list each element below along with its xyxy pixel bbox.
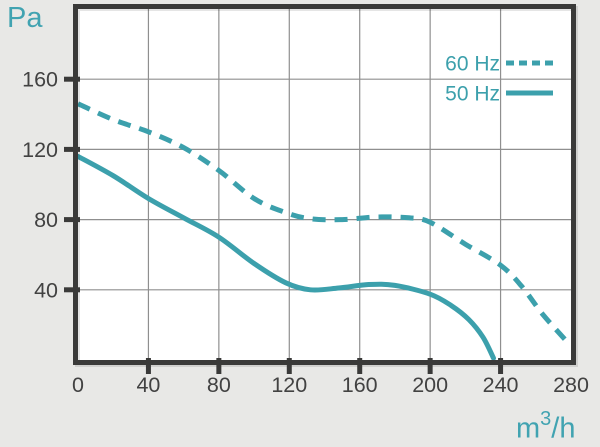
x-unit-superscript: 3 xyxy=(540,408,552,430)
x-tick-label-160: 160 xyxy=(342,373,378,397)
y-tick-label-120: 120 xyxy=(22,138,58,162)
legend-label-50-hz: 50 Hz xyxy=(445,83,500,106)
y-axis-unit-label: Pa xyxy=(7,2,43,34)
x-tick-label-80: 80 xyxy=(207,373,231,397)
y-tick-label-40: 40 xyxy=(34,278,58,302)
legend-label-60-hz: 60 Hz xyxy=(445,53,500,76)
x-unit-rest: /h xyxy=(551,412,576,445)
x-tick-label-40: 40 xyxy=(136,373,160,397)
x-tick-label-120: 120 xyxy=(271,373,307,397)
plot-area xyxy=(76,7,573,362)
y-tick-label-80: 80 xyxy=(34,208,58,232)
x-tick-label-240: 240 xyxy=(483,373,519,397)
x-tick-label-280: 280 xyxy=(553,373,589,397)
x-unit-base: m xyxy=(516,412,541,445)
series-line-60-hz xyxy=(78,101,571,346)
x-tick-label-0: 0 xyxy=(72,373,84,397)
x-axis-unit-label: m3/h xyxy=(516,401,575,447)
x-tick-label-200: 200 xyxy=(412,373,448,397)
series-line-50-hz xyxy=(78,153,496,361)
plot-frame xyxy=(73,4,576,365)
y-tick-label-160: 160 xyxy=(22,68,58,92)
